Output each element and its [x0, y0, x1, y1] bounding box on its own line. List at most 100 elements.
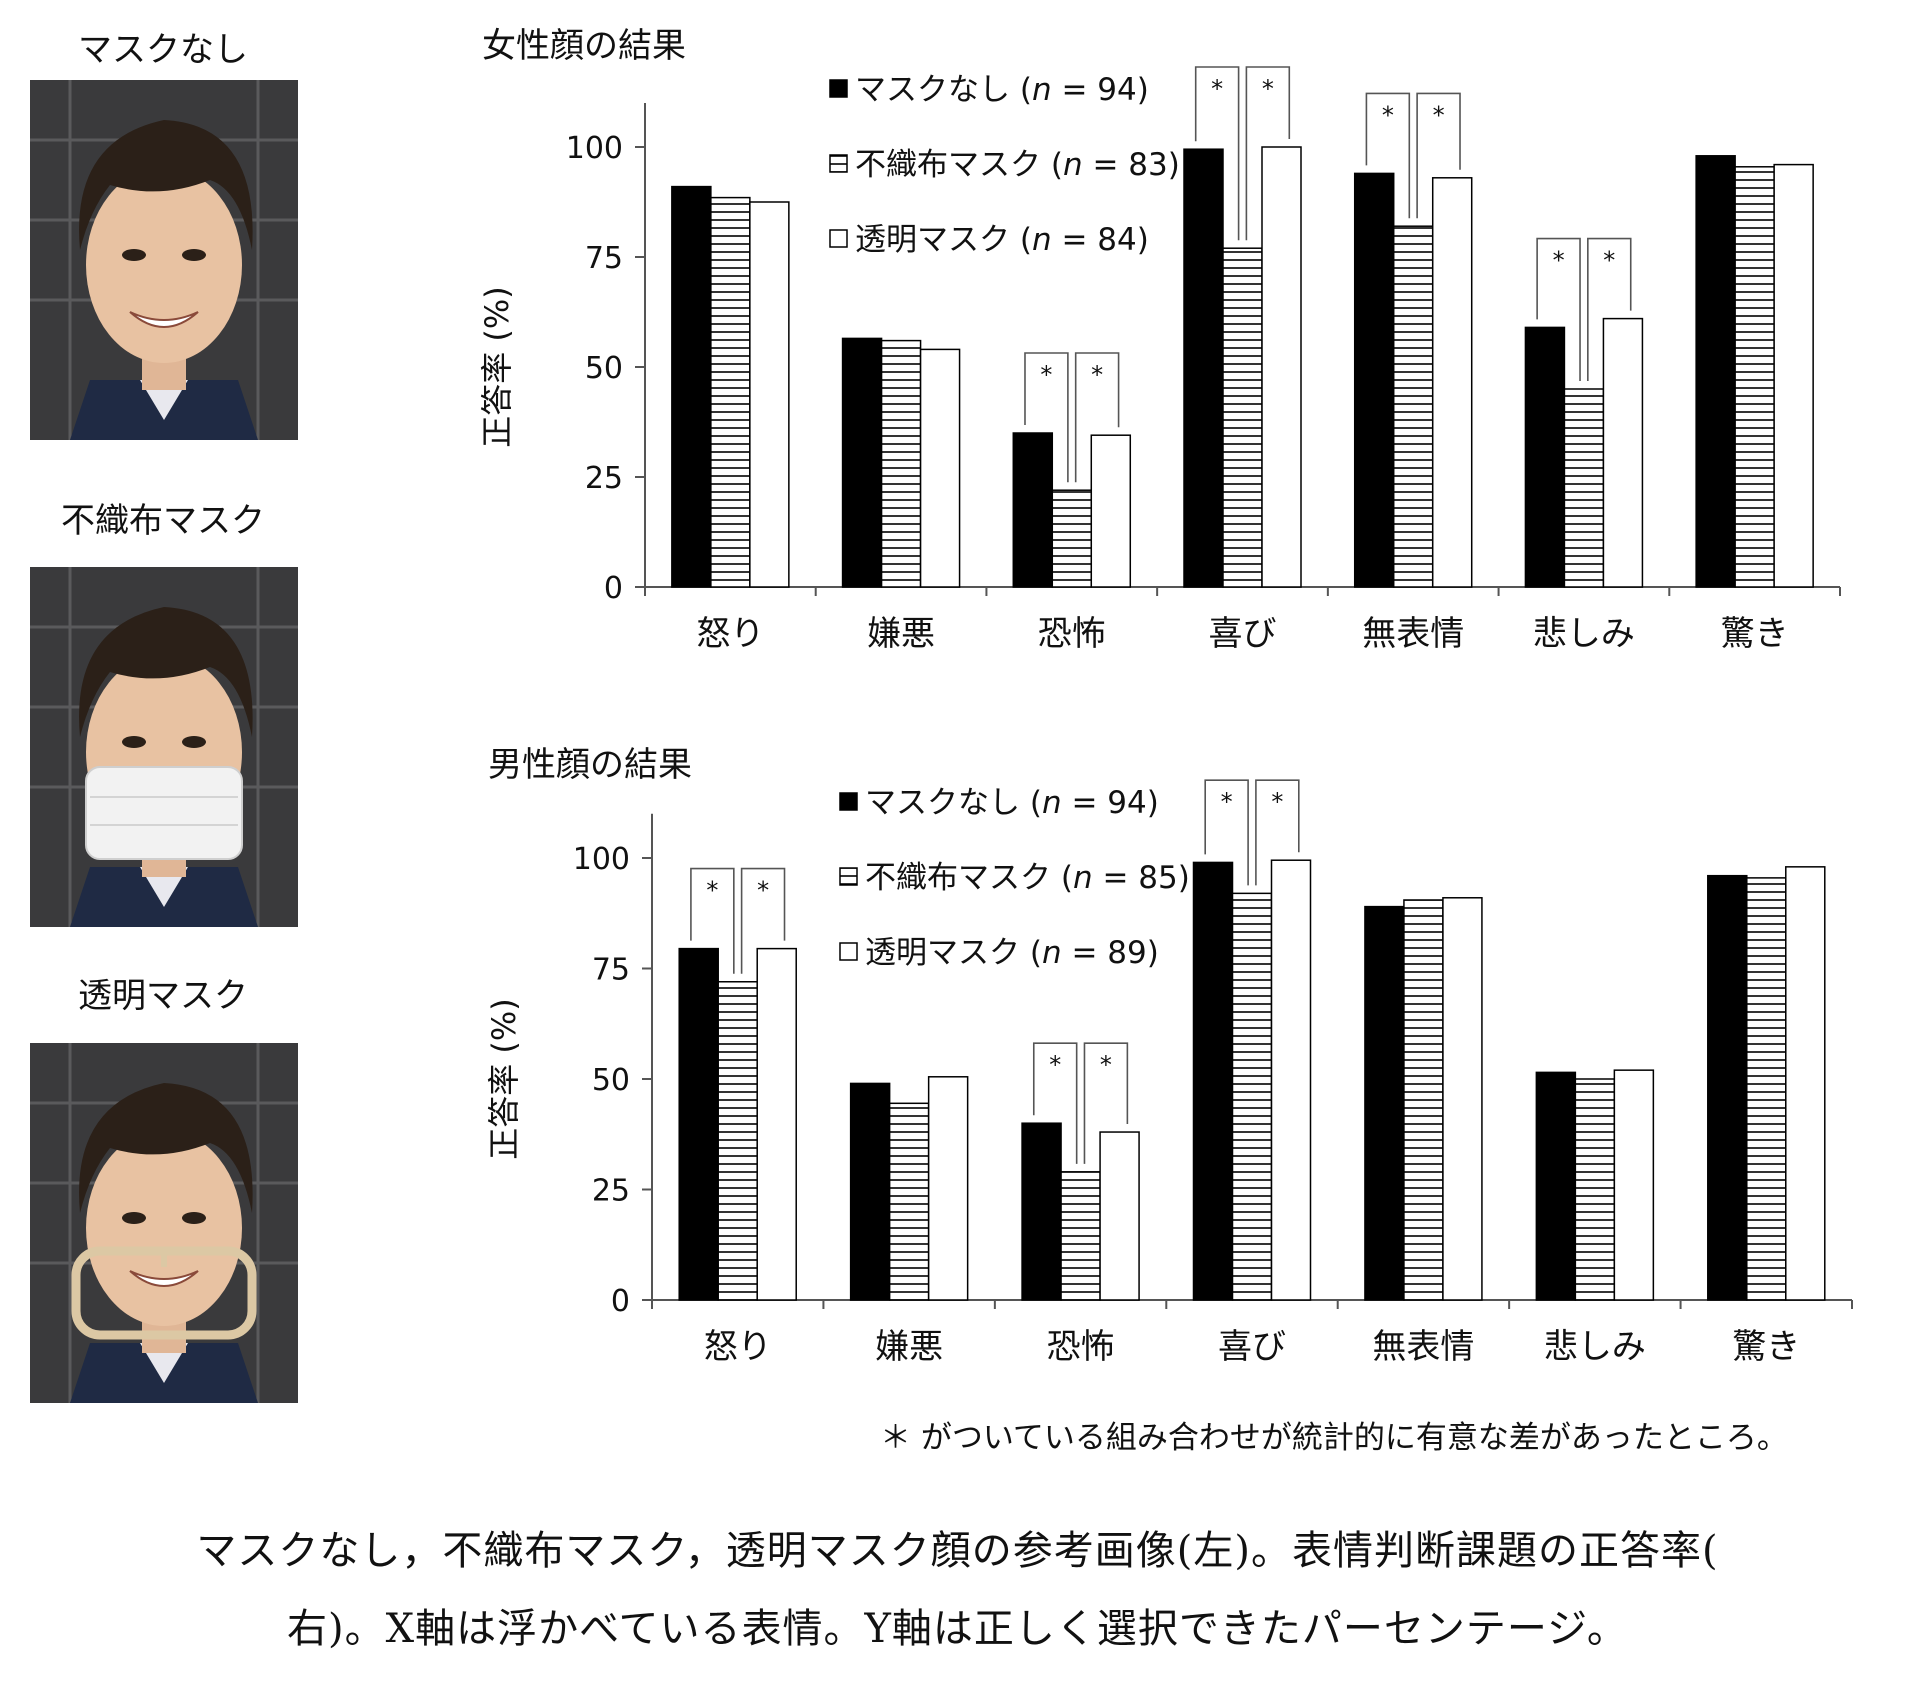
- significance-star: *: [1382, 101, 1394, 129]
- bar-transparent-mask: [927, 1076, 969, 1301]
- significance-star: *: [1211, 75, 1223, 103]
- significance-bracket: [1032, 1042, 1078, 1164]
- face-photo-no-mask: [30, 80, 298, 440]
- bar-transparent-mask: [1773, 163, 1814, 588]
- bar-no-mask: [849, 1082, 891, 1301]
- bar-no-mask: [1364, 905, 1405, 1301]
- bar-transparent-mask: [1270, 859, 1312, 1301]
- significance-star: *: [1553, 247, 1565, 275]
- bar-transparent-mask: [756, 947, 797, 1301]
- bar-nonwoven-mask: [1060, 1171, 1101, 1301]
- significance-bracket: [1536, 237, 1581, 381]
- bar-transparent-mask: [1099, 1131, 1140, 1301]
- legend-label: 不織布マスク (n = 85): [865, 860, 1190, 896]
- y-tick-label: 75: [585, 241, 623, 276]
- bar-transparent-mask: [1602, 317, 1644, 588]
- significance-bracket: [1083, 1042, 1129, 1164]
- bar-no-mask: [1695, 155, 1736, 588]
- bar-nonwoven-mask: [1563, 388, 1605, 588]
- bar-no-mask: [1183, 148, 1224, 588]
- bar-nonwoven-mask: [717, 981, 758, 1301]
- face-label-transparent-mask: 透明マスク: [78, 976, 248, 1016]
- significance-star: *: [1271, 788, 1283, 816]
- legend-swatch: [839, 792, 858, 811]
- face-photo-transparent-mask: [30, 1043, 298, 1403]
- y-tick-label: 50: [585, 351, 623, 386]
- legend-label: マスクなし (n = 94): [855, 72, 1149, 108]
- y-tick-label: 25: [585, 461, 623, 496]
- legend-label: 不織布マスク (n = 83): [855, 147, 1180, 183]
- bar-nonwoven-mask: [1222, 247, 1263, 588]
- bar-no-mask: [1353, 172, 1395, 588]
- significance-star: *: [706, 877, 718, 905]
- x-tick-label: 恐怖: [1047, 1327, 1115, 1367]
- bar-no-mask: [1535, 1071, 1577, 1301]
- legend-label: マスクなし (n = 94): [865, 785, 1159, 821]
- bar-transparent-mask: [919, 348, 961, 588]
- legend-swatch: [839, 867, 858, 886]
- y-tick-label: 0: [604, 571, 623, 606]
- y-tick-label: 0: [611, 1284, 630, 1319]
- significance-star: *: [1603, 247, 1615, 275]
- significance-bracket: [1074, 352, 1120, 483]
- x-tick-label: 悲しみ: [1544, 1327, 1646, 1367]
- significance-star: *: [1100, 1051, 1112, 1079]
- significance-star: *: [1091, 361, 1103, 389]
- bar-no-mask: [678, 947, 719, 1301]
- significance-bracket: [1245, 66, 1291, 241]
- bar-transparent-mask: [749, 201, 790, 588]
- significance-star: *: [1049, 1051, 1061, 1079]
- bar-transparent-mask: [1442, 897, 1483, 1301]
- chart-title-male: 男性顔の結果: [488, 745, 692, 785]
- significance-star: *: [1433, 101, 1445, 129]
- significance-bracket: [1194, 66, 1240, 241]
- x-tick-label: 無表情: [1372, 1327, 1474, 1367]
- x-tick-label: 驚き: [1721, 614, 1789, 654]
- y-axis-label: 正答率 (%): [478, 286, 516, 448]
- bar-nonwoven-mask: [888, 1102, 930, 1301]
- x-tick-label: 喜び: [1209, 614, 1277, 654]
- bar-transparent-mask: [1431, 177, 1473, 588]
- legend-label: 透明マスク (n = 89): [865, 935, 1159, 971]
- bar-nonwoven-mask: [1051, 489, 1093, 588]
- bar-transparent-mask: [1090, 434, 1132, 588]
- bar-transparent-mask: [1613, 1069, 1655, 1301]
- x-tick-label: 怒り: [696, 614, 764, 654]
- bar-nonwoven-mask: [1734, 166, 1775, 588]
- bar-no-mask: [671, 185, 712, 588]
- chart-title-female: 女性顔の結果: [482, 26, 686, 66]
- legend-swatch: [829, 79, 848, 98]
- x-tick-label: 恐怖: [1038, 614, 1106, 654]
- significance-bracket: [1365, 92, 1411, 219]
- bar-no-mask: [1012, 432, 1054, 588]
- y-tick-label: 50: [592, 1063, 630, 1098]
- bar-nonwoven-mask: [1231, 892, 1273, 1301]
- bar-no-mask: [841, 337, 883, 588]
- significance-bracket: [1204, 779, 1249, 886]
- significance-bracket: [1416, 92, 1461, 219]
- significance-note: ＊ がついている組み合わせが統計的に有意な差があったところ。: [880, 1420, 1788, 1456]
- bar-transparent-mask: [1785, 866, 1826, 1301]
- bar-nonwoven-mask: [1403, 899, 1444, 1301]
- y-tick-label: 100: [573, 842, 630, 877]
- x-tick-label: 無表情: [1362, 614, 1464, 654]
- bar-no-mask: [1192, 861, 1234, 1301]
- significance-bracket: [1024, 352, 1069, 483]
- x-tick-label: 嫌悪: [867, 614, 935, 654]
- significance-star: *: [1262, 75, 1274, 103]
- y-tick-label: 25: [592, 1174, 630, 1209]
- x-tick-label: 悲しみ: [1533, 614, 1635, 654]
- bar-no-mask: [1707, 874, 1748, 1301]
- significance-star: *: [757, 877, 769, 905]
- bar-transparent-mask: [1261, 146, 1302, 588]
- legend-swatch: [829, 229, 848, 248]
- x-tick-label: 喜び: [1218, 1327, 1286, 1367]
- legend-label: 透明マスク (n = 84): [855, 222, 1149, 258]
- bar-nonwoven-mask: [880, 339, 922, 588]
- legend-swatch: [839, 942, 858, 961]
- face-label-nonwoven-mask: 不織布マスク: [61, 501, 265, 541]
- bar-no-mask: [1524, 326, 1566, 588]
- bar-no-mask: [1021, 1122, 1062, 1301]
- x-tick-label: 嫌悪: [875, 1327, 943, 1367]
